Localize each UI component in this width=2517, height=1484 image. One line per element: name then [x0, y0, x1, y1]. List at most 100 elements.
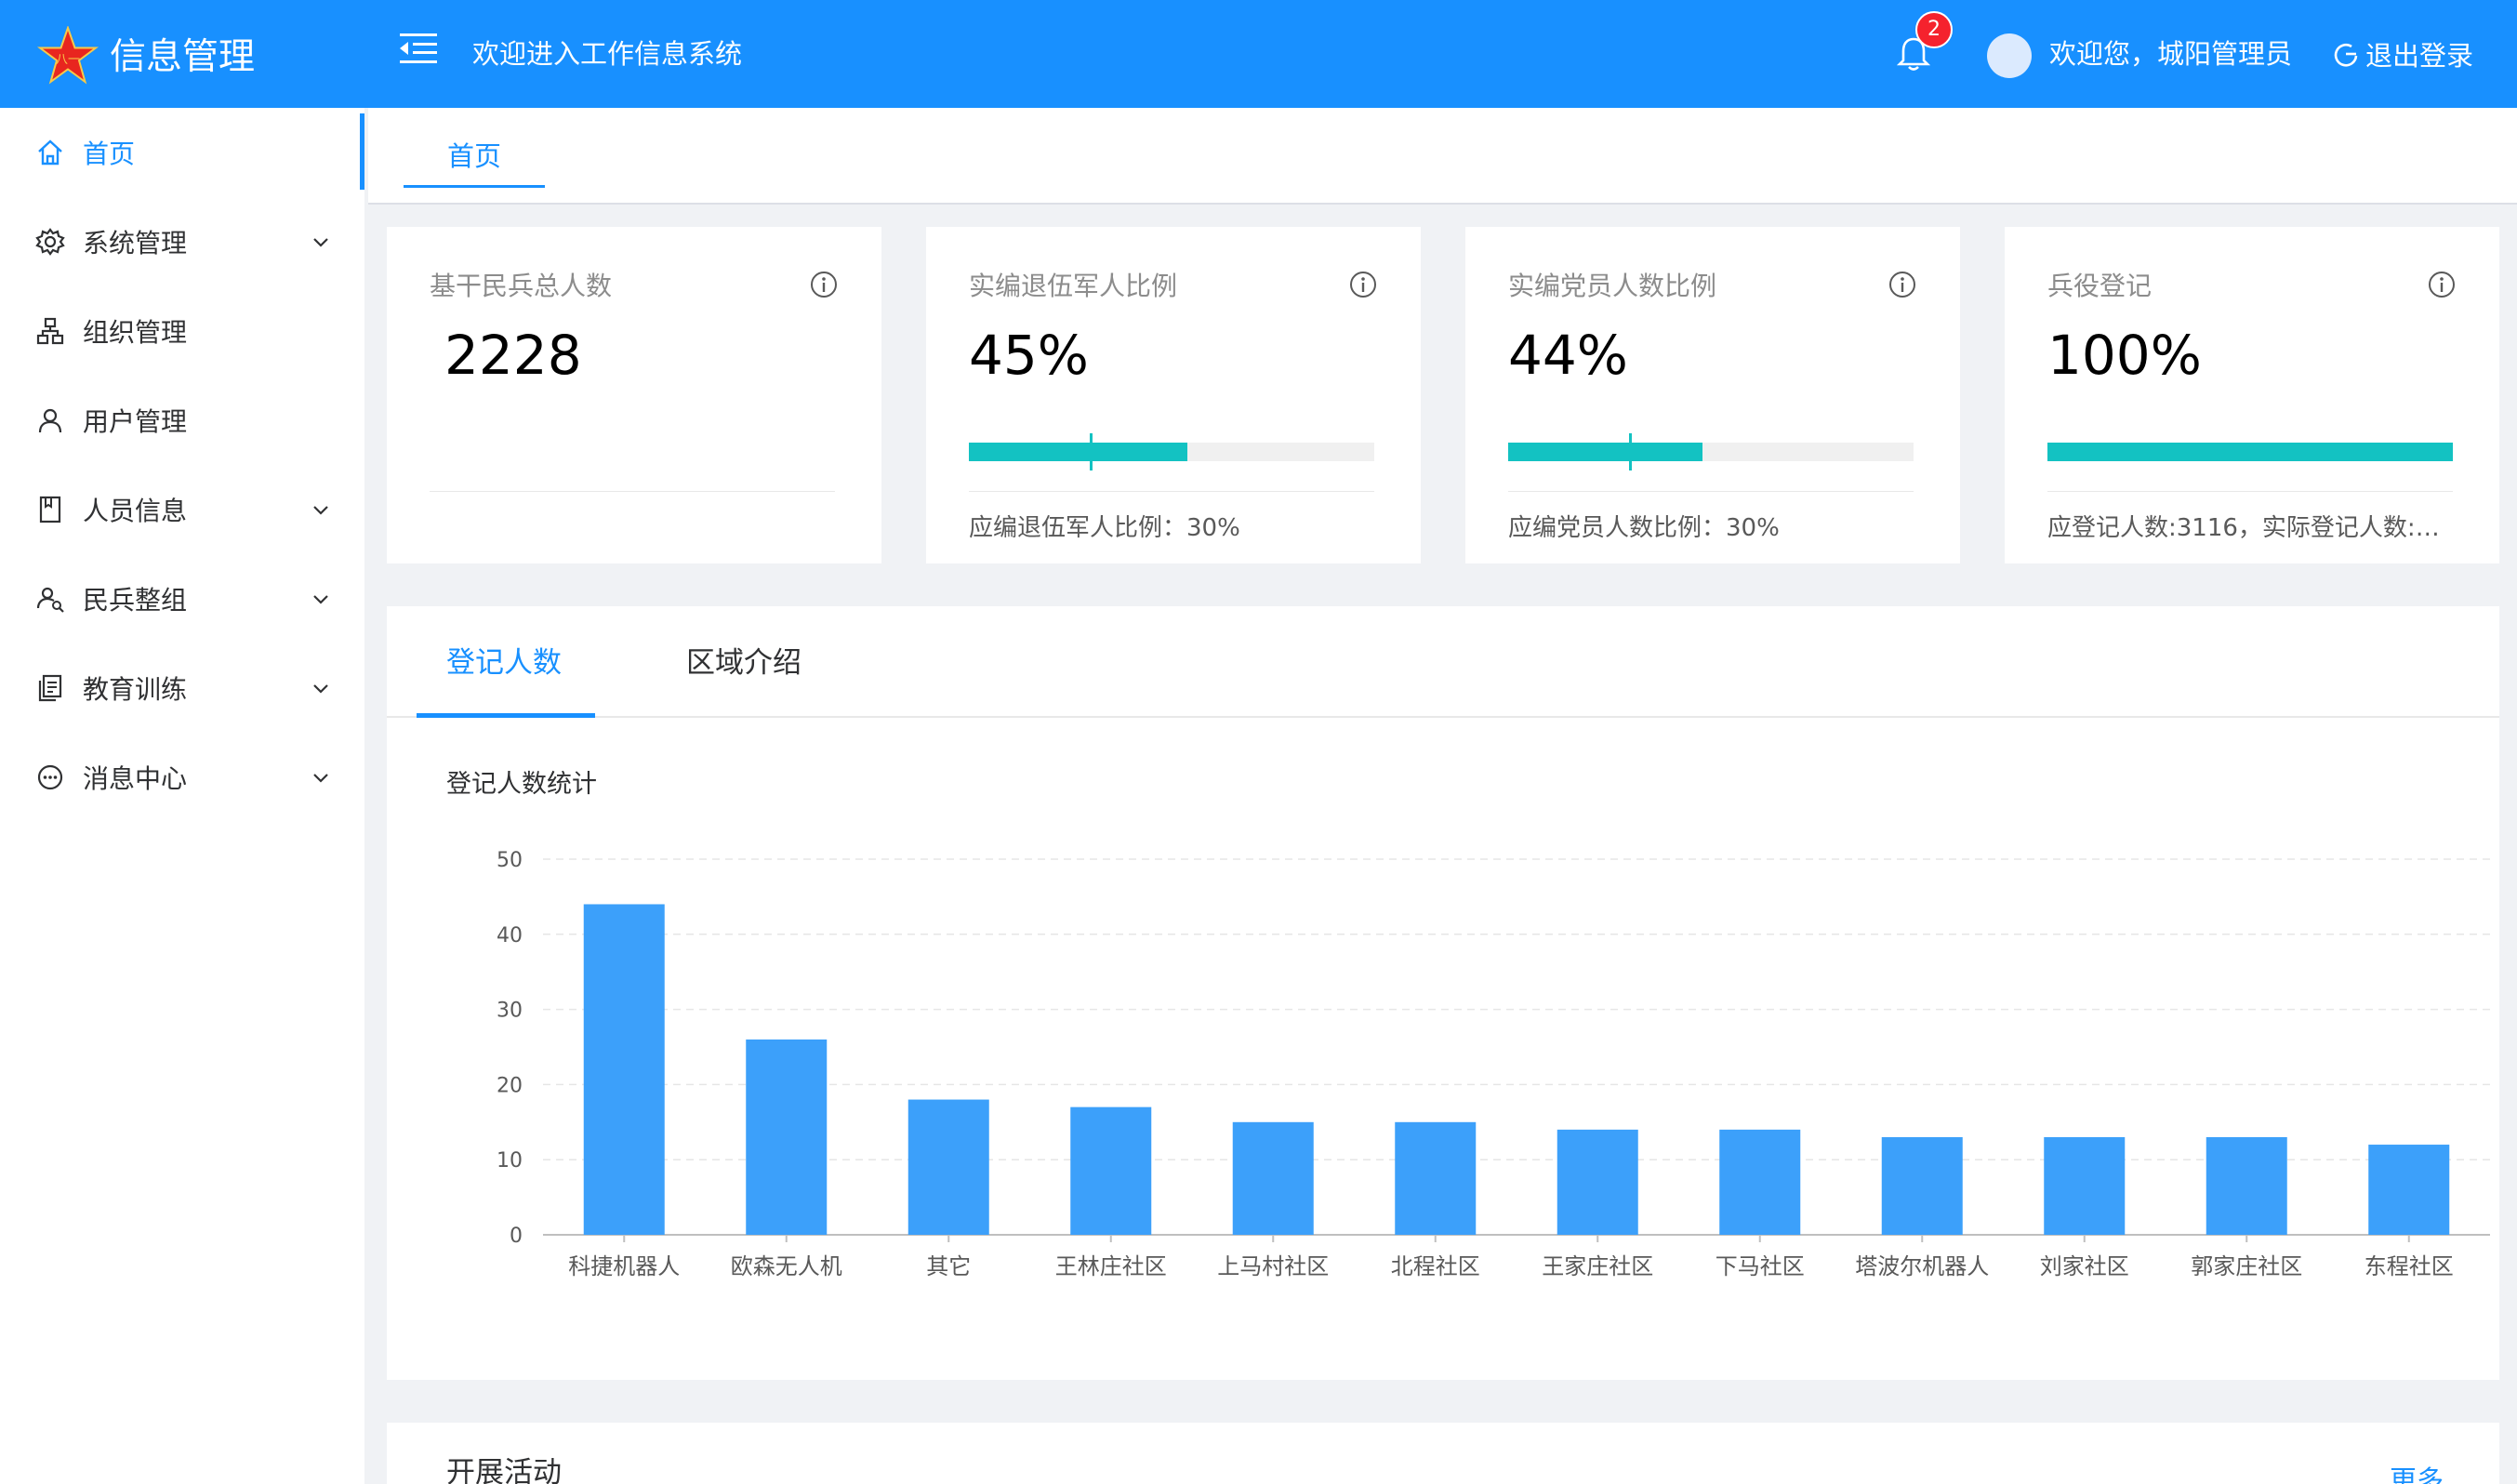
card-divider	[969, 491, 1374, 492]
info-icon[interactable]	[1348, 270, 1378, 299]
progress-fill	[969, 443, 1188, 461]
sidebar-item-label: 教育训练	[83, 674, 188, 705]
group-icon	[36, 587, 64, 613]
tab-area-intro[interactable]: 区域介绍	[686, 646, 801, 680]
bar[interactable]	[746, 1039, 828, 1235]
bar[interactable]	[2044, 1136, 2126, 1235]
home-icon	[38, 139, 62, 166]
info-icon[interactable]	[2427, 270, 2457, 299]
x-tick-label: 下马社区	[1716, 1253, 1805, 1279]
bar[interactable]	[1881, 1136, 1963, 1235]
progress-track	[2047, 443, 2453, 461]
chart-title: 登记人数统计	[446, 770, 597, 799]
card-value: 100%	[2047, 324, 2202, 387]
card-title: 基干民兵总人数	[430, 271, 613, 301]
sidebar: 首页 系统管理 组织管理 用户管理 人员信息 民兵整组 教育训练 消息中心	[0, 108, 364, 1484]
card-divider	[1508, 491, 1914, 492]
avatar[interactable]	[1987, 33, 2032, 78]
stat-card-militia-total: 基干民兵总人数 2228	[387, 227, 881, 563]
chevron-down-icon	[313, 684, 328, 694]
y-tick-label: 0	[510, 1225, 523, 1248]
army-star-logo-icon: 八一	[37, 26, 99, 85]
bar[interactable]	[1395, 1121, 1477, 1235]
card-title: 兵役登记	[2047, 271, 2153, 301]
org-tree-icon	[36, 317, 64, 345]
sidebar-item-label: 消息中心	[83, 763, 188, 794]
sidebar-item-messages[interactable]: 消息中心	[0, 733, 364, 822]
x-tick-label: 科捷机器人	[568, 1253, 680, 1279]
y-tick-label: 30	[497, 1000, 523, 1023]
sidebar-item-label: 人员信息	[83, 496, 188, 526]
notification-badge: 2	[1915, 11, 1953, 48]
info-icon[interactable]	[809, 270, 839, 299]
notebook-icon	[39, 496, 61, 523]
y-tick-label: 10	[497, 1149, 523, 1173]
logout-label: 退出登录	[2365, 40, 2474, 72]
bar[interactable]	[1070, 1106, 1152, 1235]
bar[interactable]	[2368, 1145, 2450, 1235]
x-tick-label: 上马村社区	[1217, 1253, 1329, 1279]
sidebar-item-home[interactable]: 首页	[0, 108, 364, 197]
y-tick-label: 20	[497, 1074, 523, 1097]
x-tick-label: 刘家社区	[2040, 1253, 2129, 1279]
info-icon[interactable]	[1888, 270, 1917, 299]
sidebar-item-personnel[interactable]: 人员信息	[0, 465, 364, 554]
sidebar-item-label: 民兵整组	[83, 585, 188, 616]
registration-panel: 登记人数 区域介绍 登记人数统计 0 10 20 30 40 50 科捷机器人 欧森无人机 其它…	[387, 606, 2499, 1380]
card-value: 45%	[969, 324, 1089, 387]
x-tick-label: 塔波尔机器人	[1855, 1253, 1989, 1279]
bar[interactable]	[1719, 1129, 1801, 1235]
card-footer: 应编退伍军人比例：30%	[969, 514, 1240, 542]
x-tick-label: 王林庄社区	[1055, 1253, 1167, 1279]
logout-icon	[2334, 43, 2358, 67]
registration-bar-chart: 0 10 20 30 40 50 科捷机器人 欧森无人机 其它 王林庄社区 上马村社区 北程社区 王家庄…	[497, 849, 2490, 1279]
sidebar-item-system[interactable]: 系统管理	[0, 197, 364, 286]
user-icon	[38, 408, 62, 433]
brand-title: 信息管理	[110, 36, 256, 78]
progress-target-marker	[1089, 433, 1093, 470]
logout-button[interactable]: 退出登录	[2332, 32, 2473, 76]
sidebar-item-users[interactable]: 用户管理	[0, 376, 364, 465]
active-tab-indicator	[417, 713, 595, 718]
card-divider	[430, 491, 835, 492]
sidebar-item-label: 组织管理	[83, 317, 188, 348]
bar[interactable]	[2206, 1136, 2287, 1235]
x-tick-label: 郭家庄社区	[2191, 1253, 2302, 1279]
tab-registration-count[interactable]: 登记人数	[446, 646, 562, 680]
svg-text:八一: 八一	[56, 53, 80, 67]
bar[interactable]	[1557, 1129, 1638, 1235]
chat-icon	[37, 764, 63, 790]
more-link[interactable]: 更多	[2389, 1464, 2444, 1484]
top-header: 八一 信息管理 欢迎进入工作信息系统 2 欢迎您，城阳管理员 退出登录	[0, 0, 2517, 108]
progress-target-marker	[1628, 433, 1632, 470]
clipboard-icon	[38, 674, 62, 702]
gear-icon	[35, 228, 65, 256]
bar[interactable]	[583, 904, 665, 1235]
bar[interactable]	[907, 1099, 989, 1235]
sidebar-item-militia[interactable]: 民兵整组	[0, 554, 364, 643]
x-tick-label: 东程社区	[2365, 1253, 2454, 1279]
card-value: 2228	[444, 324, 582, 387]
progress-fill	[2047, 443, 2453, 461]
x-tick-label: 北程社区	[1391, 1253, 1480, 1279]
card-value: 44%	[1508, 324, 1628, 387]
x-tick-label: 欧森无人机	[731, 1253, 842, 1279]
user-greeting: 欢迎您，城阳管理员	[2049, 38, 2293, 70]
chevron-down-icon	[313, 506, 328, 515]
card-footer: 应登记人数:3116，实际登记人数:3116	[2047, 514, 2453, 542]
card-divider	[2047, 491, 2453, 492]
sidebar-item-training[interactable]: 教育训练	[0, 643, 364, 733]
card-title: 实编退伍军人比例	[969, 271, 1178, 301]
sidebar-item-label: 首页	[83, 139, 136, 169]
chevron-down-icon	[313, 238, 328, 247]
tab-home[interactable]: 首页	[404, 128, 545, 188]
progress-track	[1508, 433, 1914, 470]
bar[interactable]	[1232, 1121, 1314, 1235]
y-tick-label: 50	[497, 849, 523, 872]
stat-card-registration: 兵役登记 100% 应登记人数:3116，实际登记人数:3116	[2005, 227, 2499, 563]
sidebar-item-org[interactable]: 组织管理	[0, 286, 364, 376]
menu-collapse-icon[interactable]	[398, 30, 439, 67]
card-footer: 应编党员人数比例：30%	[1508, 514, 1780, 542]
x-tick-label: 王家庄社区	[1542, 1253, 1653, 1279]
sidebar-item-label: 系统管理	[83, 228, 188, 258]
